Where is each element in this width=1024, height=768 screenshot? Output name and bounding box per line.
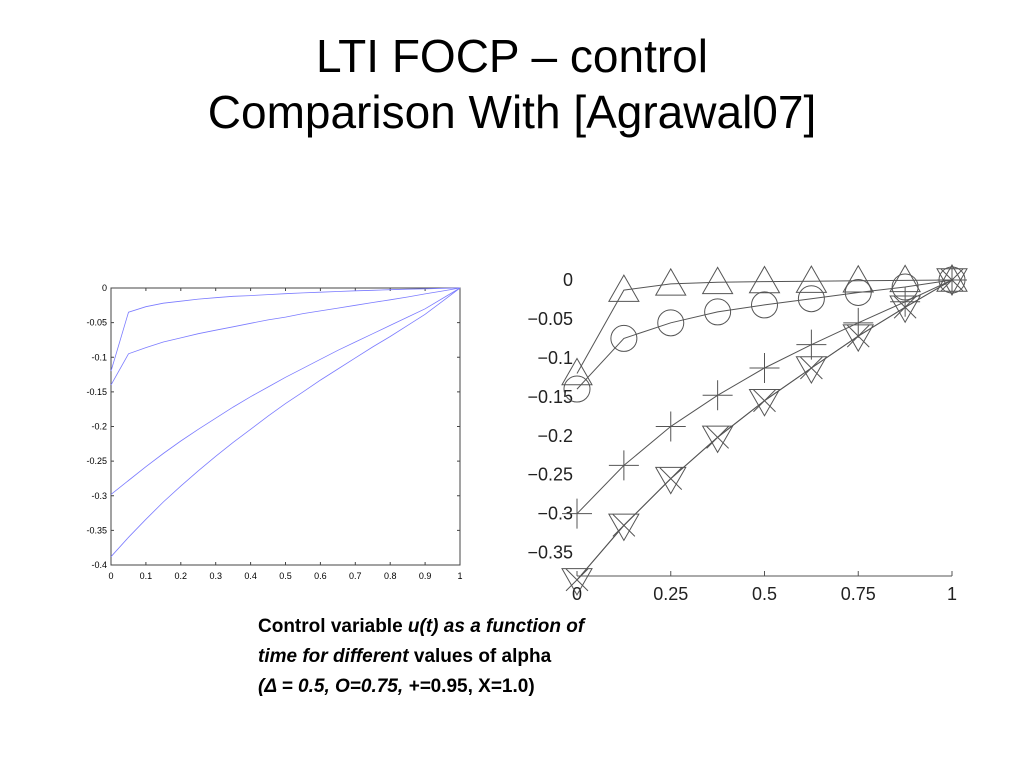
y-tick-label: −0.1: [537, 348, 573, 368]
x-tick-label: 0.75: [841, 584, 876, 604]
caption-line-2: time for different values of alpha: [258, 646, 552, 667]
y-tick-label: −0.05: [527, 309, 573, 329]
x-tick-label: 0.8: [384, 571, 397, 581]
series-line-1: [576, 279, 953, 374]
x-tick-label: 0: [108, 571, 113, 581]
left-chart: 0 0.1 0.2 0.3 0.4 0.5 0.6 0.7 0.8 0.9 1 0 -0.05 -0.1 -…: [86, 283, 462, 581]
marker-triangle-down: [608, 513, 640, 542]
marker-plus: [843, 307, 874, 338]
x-tick-label: 0.2: [175, 571, 188, 581]
series-line-1: [110, 287, 461, 372]
title-line-2: Comparison With [Agrawal07]: [207, 86, 817, 138]
marker-x: [940, 268, 964, 292]
y-tick-label: −0.3: [537, 504, 573, 524]
y-tick-label: −0.25: [527, 465, 573, 485]
marker-circle: [751, 291, 778, 319]
marker-x: [753, 389, 776, 413]
y-tick-label: -0.15: [86, 387, 107, 397]
marker-plus: [655, 411, 686, 442]
marker-circle: [797, 285, 825, 313]
marker-x: [893, 295, 917, 319]
marker-circle: [563, 375, 591, 403]
y-tick-label: -0.35: [86, 525, 107, 535]
marker-plus: [702, 380, 733, 411]
marker-triangle-up: [795, 265, 828, 293]
x-tick-label: 0.9: [419, 571, 432, 581]
x-tick-label: 0.25: [653, 584, 688, 604]
marker-circle: [844, 278, 872, 306]
marker-x: [846, 324, 870, 348]
marker-circle: [657, 309, 685, 337]
y-tick-label: -0.2: [91, 422, 107, 432]
x-tick-label: 0.5: [279, 571, 292, 581]
y-tick-label: -0.4: [91, 560, 107, 570]
marker-x: [659, 467, 683, 490]
slide-title: LTI FOCP – control Comparison With [Agra…: [0, 28, 1024, 140]
caption-line-3: (Δ = 0.5, O=0.75, +=0.95, X=1.0): [258, 676, 535, 697]
y-tick-label: 0: [102, 283, 107, 293]
x-tick-label: 0.5: [752, 584, 777, 604]
x-tick-label: 1: [457, 571, 462, 581]
x-tick-label: 0.1: [140, 571, 153, 581]
figure-caption: Control variable u(t) as a function of t…: [258, 612, 728, 702]
marker-triangle-up: [561, 357, 593, 386]
y-tick-label: −0.15: [527, 387, 573, 407]
x-tick-label: 0.3: [209, 571, 222, 581]
marker-circle: [610, 324, 638, 352]
x-tick-label: 0.4: [244, 571, 257, 581]
marker-triangle-down: [561, 568, 593, 596]
y-tick-label: -0.25: [86, 456, 107, 466]
marker-circle: [704, 298, 732, 326]
marker-x: [800, 356, 823, 380]
marker-triangle-down: [842, 324, 875, 353]
marker-triangle-down: [748, 388, 781, 417]
marker-triangle-down: [795, 356, 828, 385]
marker-triangle-up: [654, 267, 687, 296]
marker-x: [706, 425, 729, 449]
marker-plus: [796, 329, 827, 360]
marker-triangle-up: [842, 264, 875, 293]
y-tick-label: -0.1: [91, 352, 107, 362]
marker-triangle-up: [748, 265, 781, 294]
series-line-2: [110, 287, 461, 386]
x-tick-label: 1: [947, 584, 957, 604]
caption-line-1: Control variable u(t) as a function of: [258, 616, 585, 637]
x-tick-label: 0.7: [349, 571, 362, 581]
marker-triangle-down: [654, 466, 687, 495]
marker-triangle-down: [889, 295, 921, 324]
marker-triangle-down: [701, 425, 734, 454]
right-chart: 0 0.25 0.5 0.75 10−0.05−0.1−0.15−0.2−0.25−0.…: [527, 263, 968, 604]
marker-plus: [608, 450, 639, 481]
y-tick-label: −0.2: [537, 426, 573, 446]
series-line-2: [576, 279, 953, 390]
marker-plus: [749, 353, 780, 384]
plot-frame: [110, 287, 461, 566]
marker-triangle-up: [608, 274, 640, 302]
y-tick-label: −0.35: [527, 543, 573, 563]
series-line-4: [110, 287, 461, 557]
title-line-1: LTI FOCP – control: [316, 30, 708, 82]
y-tick-label: -0.3: [91, 491, 107, 501]
x-tick-label: 0.6: [314, 571, 327, 581]
marker-x: [565, 568, 589, 592]
y-tick-label: -0.05: [86, 318, 107, 328]
series-line-3: [576, 279, 953, 515]
marker-triangle-up: [701, 266, 734, 295]
y-tick-label: 0: [563, 270, 573, 290]
marker-triangle-down: [936, 268, 968, 297]
series-line-3: [110, 287, 461, 495]
marker-plus: [562, 498, 592, 529]
marker-x: [612, 514, 636, 537]
